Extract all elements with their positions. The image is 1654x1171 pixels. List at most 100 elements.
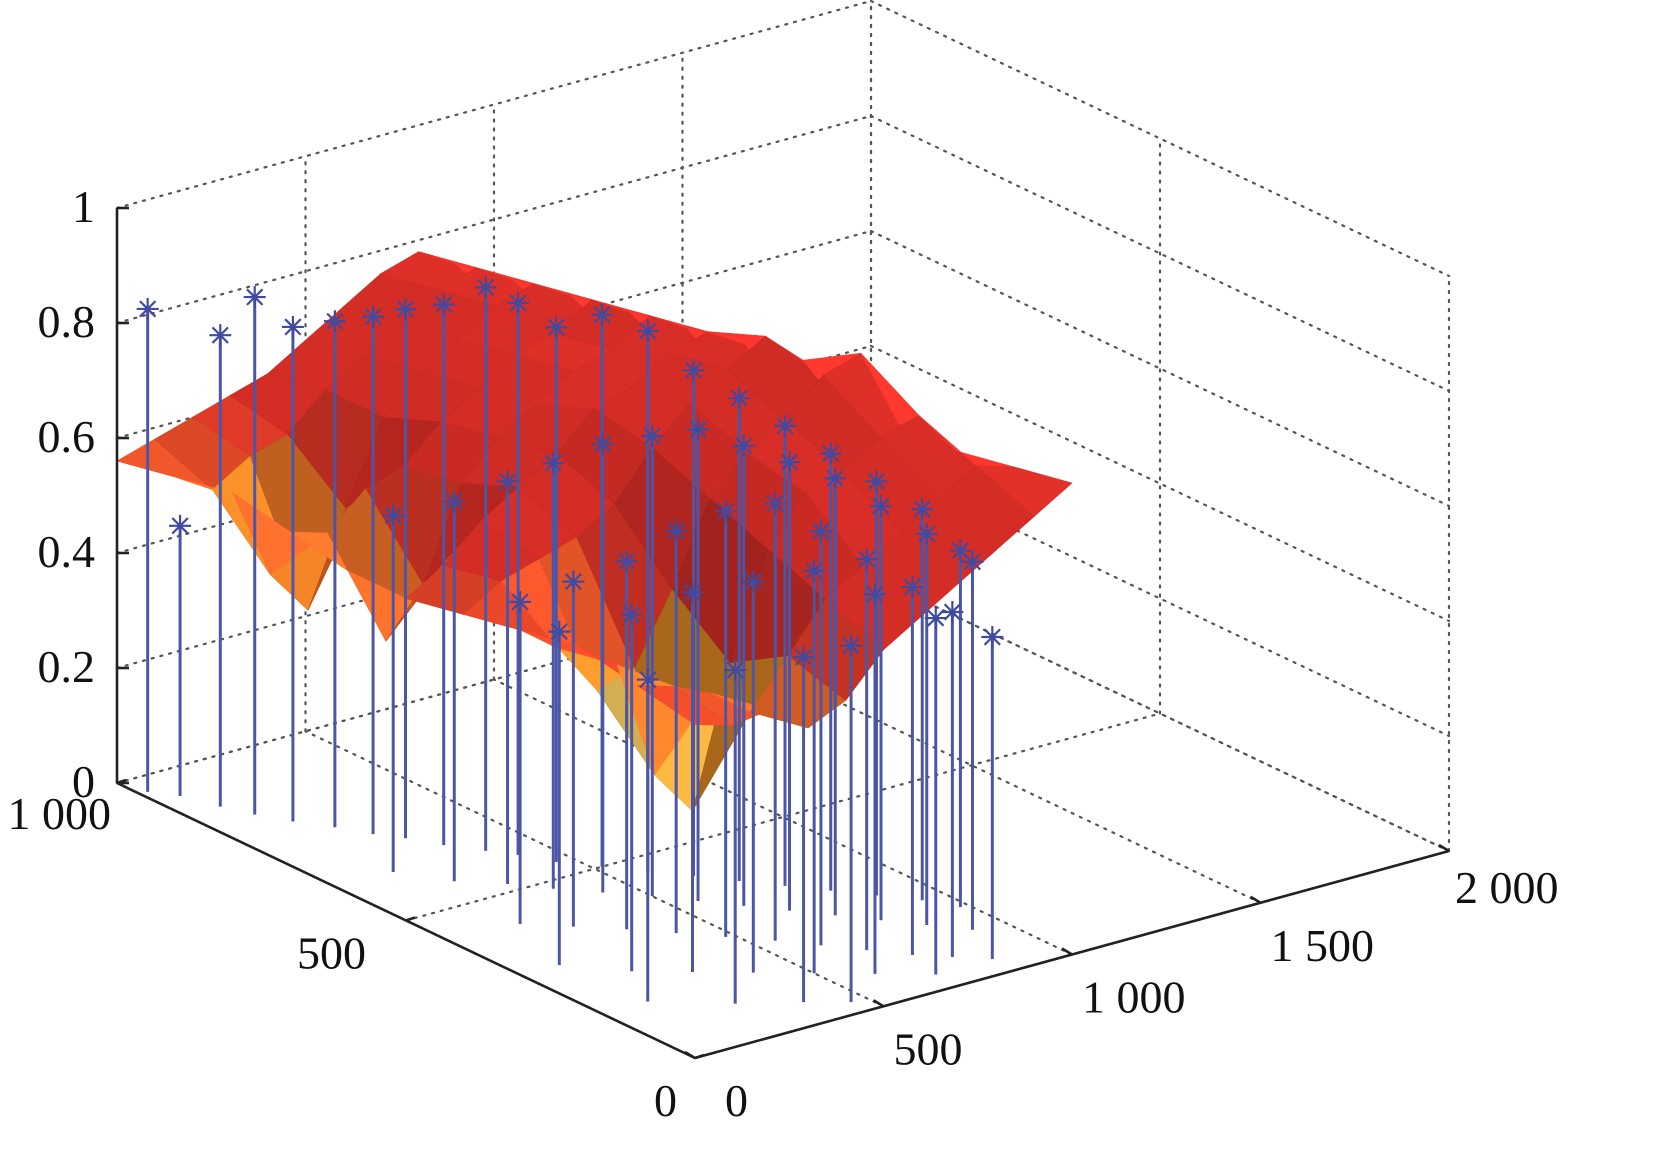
star-marker-stroke (872, 497, 890, 515)
star-marker-stroke (963, 553, 982, 571)
star-marker (682, 359, 705, 382)
star-marker (764, 492, 787, 515)
star-marker (870, 495, 892, 518)
star-marker-stroke (866, 585, 884, 603)
z-tick-label: 0.4 (38, 526, 96, 577)
star-marker (542, 452, 565, 475)
star-marker-stroke (594, 435, 612, 453)
star-marker (824, 467, 847, 490)
star-marker-stroke (623, 606, 641, 624)
star-marker-stroke (364, 308, 382, 326)
star-marker-stroke (547, 318, 565, 336)
star-marker-stroke (983, 628, 1001, 646)
x-tick-label: 0 (725, 1075, 748, 1126)
star-marker-stroke (951, 542, 969, 560)
star-marker-stroke (171, 517, 189, 535)
star-marker (362, 305, 385, 328)
star-marker-stroke (396, 300, 415, 318)
grid-line-z-side (869, 0, 1451, 278)
star-marker-stroke (643, 427, 661, 445)
star-marker-stroke (717, 502, 735, 520)
star-marker-stroke (684, 361, 703, 379)
star-marker-stroke (509, 294, 527, 312)
stem-series (136, 276, 1004, 1004)
star-marker (591, 432, 614, 455)
star-marker (742, 570, 765, 593)
star-marker-stroke (326, 312, 344, 330)
star-marker (901, 575, 924, 598)
star-marker (778, 451, 801, 474)
star-marker-stroke (477, 278, 495, 296)
star-marker (636, 668, 659, 691)
star-marker-stroke (812, 522, 830, 540)
star-marker-stroke (435, 296, 453, 314)
star-marker-stroke (683, 583, 702, 602)
star-marker (169, 514, 192, 537)
star-marker (641, 425, 664, 448)
star-marker-stroke (384, 506, 402, 525)
star-marker-stroke (639, 671, 657, 689)
star-marker (681, 581, 704, 604)
surface-patch (975, 465, 1073, 517)
star-marker (474, 276, 497, 299)
star-marker-stroke (246, 288, 264, 306)
x-tick-mark (872, 999, 885, 1008)
star-marker (915, 522, 938, 545)
star-marker-stroke (735, 437, 753, 455)
star-marker-stroke (639, 322, 657, 340)
star-marker-stroke (544, 454, 562, 472)
star-marker-stroke (445, 493, 463, 511)
star-marker (941, 600, 964, 623)
star-marker-stroke (689, 420, 707, 439)
z-tick-label: 1 (72, 181, 95, 232)
star-marker-stroke (795, 648, 813, 666)
star-marker (443, 490, 466, 513)
star-marker (496, 470, 519, 493)
star-marker-stroke (776, 417, 794, 435)
star-marker (819, 442, 842, 465)
star-marker-stroke (918, 525, 936, 543)
z-tick-label: 0.2 (38, 641, 96, 692)
star-marker-stroke (858, 550, 876, 568)
x-tick-label: 1 500 (1271, 920, 1375, 971)
star-marker (562, 570, 585, 593)
star-marker (687, 418, 710, 441)
star-marker-stroke (903, 578, 921, 596)
star-marker (394, 298, 417, 321)
star-marker (507, 292, 530, 315)
star-marker (136, 297, 159, 320)
y-tick-mark (694, 1053, 705, 1060)
x-tick-mark (1438, 843, 1450, 853)
y-tick-mark (405, 916, 416, 922)
star-marker-stroke (726, 661, 744, 679)
star-marker-stroke (805, 562, 823, 580)
surface-patches (116, 251, 1073, 812)
star-marker (382, 504, 405, 527)
y-tick-label: 0 (654, 1075, 677, 1126)
star-marker-stroke (618, 552, 636, 570)
grid-line-z-side (869, 114, 1451, 393)
grid-line-x-floor (492, 678, 1074, 956)
grid-line-z-back (115, 0, 873, 210)
star-marker (509, 590, 532, 613)
axes (115, 206, 1450, 1060)
star-marker (724, 659, 747, 682)
star-marker (981, 626, 1004, 649)
x-tick-label: 500 (894, 1023, 963, 1074)
star-marker (809, 520, 832, 543)
star-marker (924, 607, 947, 630)
star-marker-stroke (498, 472, 517, 491)
star-marker (961, 550, 984, 573)
star-marker-stroke (927, 609, 945, 627)
z-tick-label: 0.6 (38, 411, 96, 462)
star-marker (911, 498, 934, 521)
x-tick-mark (684, 1050, 696, 1060)
y-tick-label: 500 (297, 928, 366, 979)
star-marker (728, 387, 751, 410)
star-marker (432, 293, 455, 316)
star-marker (548, 620, 571, 643)
star-marker-stroke (139, 300, 157, 318)
grid-line-z-side (869, 459, 1451, 738)
